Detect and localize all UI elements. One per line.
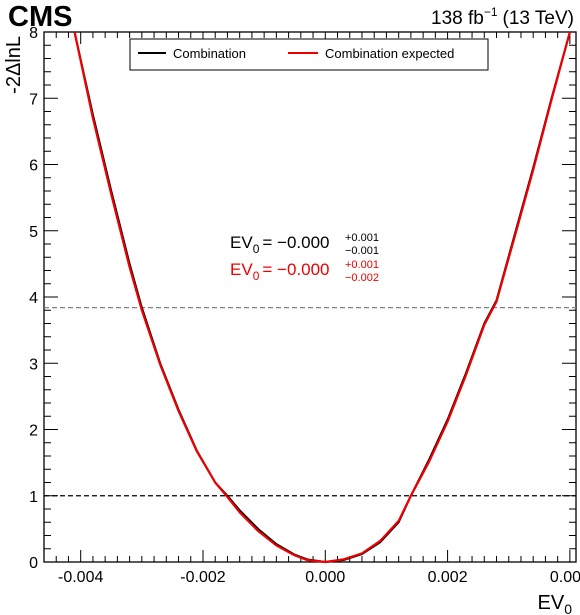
- annotation-expected-value: = −0.000: [262, 260, 329, 279]
- y-tick-label: 4: [29, 290, 38, 307]
- y-tick-label: 7: [29, 91, 38, 108]
- annotation-observed-low: −0.001: [345, 245, 379, 257]
- y-tick-label: 3: [29, 356, 38, 373]
- cms-label: CMS: [8, 1, 72, 33]
- x-tick-label: 0.000: [305, 569, 345, 586]
- reference-lines: [44, 307, 576, 497]
- annotation-expected-label: EV: [230, 260, 253, 279]
- result-annotation-expected: EV0 = −0.000 +0.001 −0.002: [230, 259, 379, 284]
- svg-text:EV0= −0.000: EV0 = −0.000: [230, 260, 330, 283]
- y-axis-title: -2ΔlnL: [3, 36, 25, 94]
- x-axis-title-main: EV: [538, 592, 565, 614]
- x-tick-label: 0.004: [550, 569, 580, 586]
- annotation-observed-sub: 0: [253, 242, 260, 256]
- y-tick-label: 6: [29, 158, 38, 175]
- y-tick-label: 5: [29, 224, 38, 241]
- x-tick-label: 0.002: [428, 569, 468, 586]
- legend-label-combination: Combination: [173, 46, 246, 61]
- legend: Combination Combination expected: [129, 38, 489, 71]
- series-curves: [73, 31, 571, 564]
- legend-box: [129, 38, 489, 71]
- x-tick-label: -0.002: [180, 569, 225, 586]
- result-annotation-observed: EV0 = −0.000 +0.001 −0.001: [230, 232, 379, 257]
- lumi-energy-label: 138 fb−1 (13 TeV): [431, 5, 574, 29]
- annotation-expected-sub: 0: [253, 269, 260, 283]
- annotation-expected-low: −0.002: [345, 272, 379, 284]
- series-line-combination-expected: [73, 31, 571, 564]
- y-tick-label: 2: [29, 423, 38, 440]
- y-tick-label: 1: [29, 489, 38, 506]
- energy-value: (13 TeV): [503, 8, 574, 29]
- x-tick-label: -0.004: [58, 569, 103, 586]
- x-axis-title-sub: 0: [564, 601, 572, 615]
- lumi-value: 138 fb: [431, 8, 484, 29]
- y-tick-label: 0: [29, 555, 38, 572]
- annotation-observed-sup: +0.001: [345, 232, 379, 244]
- legend-label-expected: Combination expected: [325, 46, 454, 61]
- svg-text:EV0= −0.000: EV0 = −0.000: [230, 233, 330, 256]
- x-axis-title: EV0: [538, 592, 573, 615]
- series-line-combination: [73, 31, 571, 563]
- plot-frame: [43, 31, 577, 563]
- axis-ticks: -0.004 -0.002 0.000 0.002 0.004 0 1 2 3 4 5 6 7 8: [29, 25, 580, 586]
- annotation-expected-sup: +0.001: [345, 259, 379, 271]
- annotation-observed-value: = −0.000: [262, 233, 329, 252]
- y-tick-label: 8: [29, 25, 38, 42]
- lumi-exponent: −1: [484, 5, 498, 19]
- annotation-observed-label: EV: [230, 233, 253, 252]
